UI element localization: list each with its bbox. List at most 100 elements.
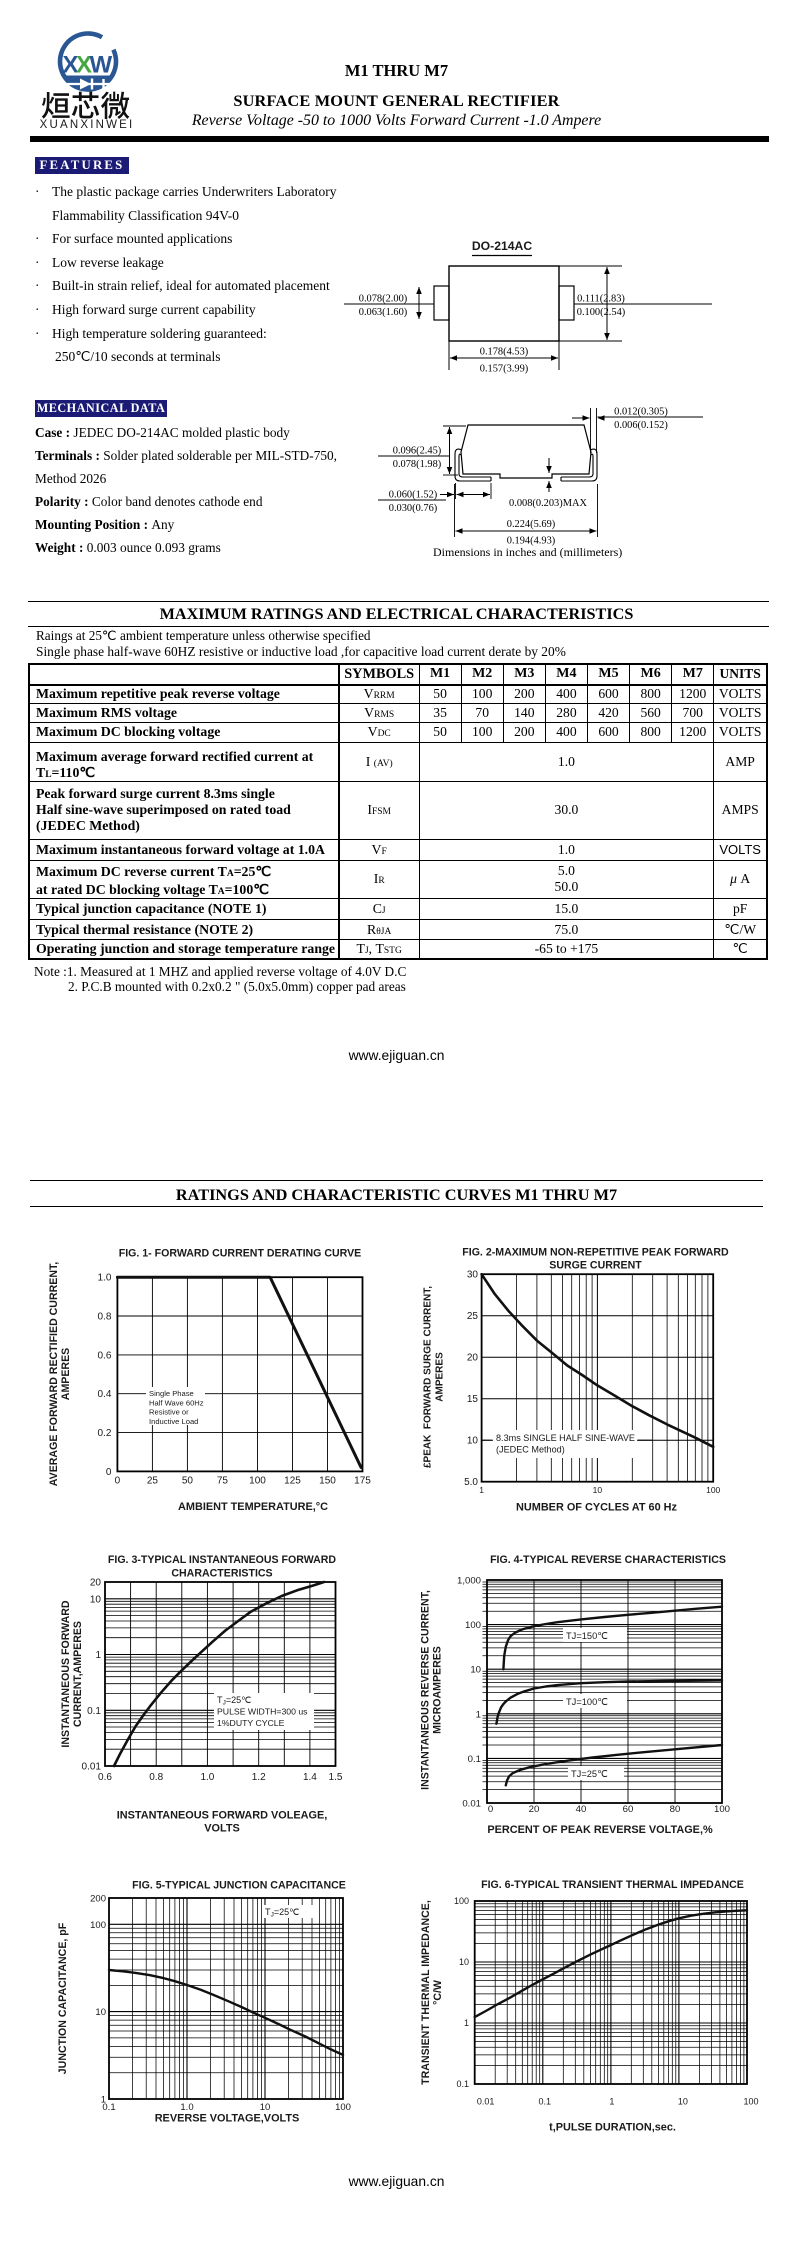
svg-text:0.178(4.53): 0.178(4.53) [480, 347, 528, 358]
svg-text:0.012(0.305): 0.012(0.305) [614, 407, 668, 418]
svg-text:100: 100 [454, 1896, 469, 1906]
svg-text:0.060(1.52): 0.060(1.52) [389, 490, 437, 501]
svg-text:0.1: 0.1 [87, 1706, 101, 1717]
svg-text:0.111(2.83): 0.111(2.83) [577, 294, 625, 305]
svg-text:FIG. 6-TYPICAL TRANSIENT THERM: FIG. 6-TYPICAL TRANSIENT THERMAL IMPEDAN… [481, 1879, 744, 1891]
svg-text:INSTANTANEOUS REVERSE CURRENT,: INSTANTANEOUS REVERSE CURRENT, [420, 1590, 432, 1790]
svg-text:JUNCTION CAPACITANCE, pF: JUNCTION CAPACITANCE, pF [57, 1922, 69, 2074]
svg-text:0.078(1.98): 0.078(1.98) [393, 459, 441, 470]
svg-text:0.100(2.54): 0.100(2.54) [577, 307, 625, 318]
svg-text:INSTANTANEOUS FORWARD: INSTANTANEOUS FORWARD [60, 1600, 72, 1747]
svg-text:CURRENT,AMPERES: CURRENT,AMPERES [72, 1621, 84, 1727]
svg-text:0.2: 0.2 [97, 1428, 111, 1439]
svg-text:20: 20 [90, 1578, 102, 1589]
svg-text:REVERSE VOLTAGE,VOLTS: REVERSE VOLTAGE,VOLTS [155, 2113, 300, 2125]
svg-text:VOLTS: VOLTS [204, 1823, 240, 1835]
svg-text:AMPERES: AMPERES [435, 1352, 446, 1402]
svg-text:TJ=100℃: TJ=100℃ [566, 1697, 608, 1707]
svg-text:1.2: 1.2 [252, 1772, 266, 1783]
svg-text:5.0: 5.0 [464, 1477, 478, 1488]
svg-text:AMBIENT TEMPERATURE,°C: AMBIENT TEMPERATURE,°C [178, 1501, 328, 1513]
svg-text:t,PULSE DURATION,sec.: t,PULSE DURATION,sec. [549, 2122, 676, 2134]
svg-text:0.01: 0.01 [82, 1762, 102, 1773]
svg-text:0.1: 0.1 [468, 1754, 481, 1765]
svg-text:0: 0 [115, 1476, 121, 1487]
svg-text:AMPERES: AMPERES [60, 1348, 72, 1400]
svg-text:W: W [90, 52, 113, 79]
svg-text:10: 10 [467, 1436, 479, 1447]
svg-text:100: 100 [335, 2102, 351, 2113]
svg-text:80: 80 [670, 1804, 681, 1815]
svg-text:10: 10 [260, 2102, 271, 2113]
svg-text:X: X [76, 52, 92, 79]
svg-text:0.078(2.00): 0.078(2.00) [359, 294, 407, 305]
svg-text:25: 25 [467, 1311, 479, 1322]
svg-text:10: 10 [593, 1485, 603, 1495]
svg-text:0.8: 0.8 [149, 1772, 163, 1783]
svg-text:Single Phase: Single Phase [149, 1389, 194, 1398]
svg-text:Inductive Load: Inductive Load [149, 1417, 198, 1426]
svg-text:£PEAK FORWARD SURGE CURRENT,: £PEAK FORWARD SURGE CURRENT, [423, 1286, 434, 1468]
svg-text:1.0: 1.0 [200, 1772, 214, 1783]
svg-text:DO-214AC: DO-214AC [472, 239, 532, 253]
svg-text:1%DUTY CYCLE: 1%DUTY CYCLE [217, 1718, 285, 1728]
svg-text:0.01: 0.01 [462, 1799, 481, 1810]
svg-text:0.01: 0.01 [477, 2097, 495, 2107]
svg-text:1: 1 [95, 1650, 101, 1661]
svg-text:25: 25 [147, 1476, 159, 1487]
svg-text:0.224(5.69): 0.224(5.69) [507, 519, 555, 530]
svg-text:1: 1 [609, 2097, 614, 2107]
svg-text:0.1: 0.1 [102, 2102, 115, 2113]
svg-text:TJ=150℃: TJ=150℃ [566, 1631, 608, 1641]
svg-text:8.3ms SINGLE HALF SINE-WAVE: 8.3ms SINGLE HALF SINE-WAVE [496, 1433, 635, 1443]
svg-text:0.008(0.203)MAX: 0.008(0.203)MAX [509, 498, 587, 509]
svg-text:0.8: 0.8 [97, 1312, 111, 1323]
svg-text:10: 10 [459, 1957, 469, 1967]
svg-text:0.194(4.93): 0.194(4.93) [507, 536, 555, 547]
svg-text:0: 0 [488, 1804, 493, 1815]
svg-text:200: 200 [90, 1894, 106, 1905]
svg-text:FIG. 2-MAXIMUM NON-REPETITIVE: FIG. 2-MAXIMUM NON-REPETITIVE PEAK FORWA… [462, 1247, 729, 1259]
svg-text:10: 10 [470, 1665, 481, 1676]
svg-text:TJ=25℃: TJ=25℃ [265, 1907, 299, 1919]
svg-text:0.6: 0.6 [97, 1350, 111, 1361]
svg-text:100: 100 [249, 1476, 266, 1487]
svg-text:MICROAMPERES: MICROAMPERES [432, 1646, 444, 1734]
svg-text:100: 100 [706, 1485, 720, 1495]
svg-text:0.030(0.76): 0.030(0.76) [389, 503, 437, 514]
svg-text:FIG. 5-TYPICAL JUNCTION CAPACI: FIG. 5-TYPICAL JUNCTION CAPACITANCE [132, 1880, 346, 1892]
svg-text:1.0: 1.0 [97, 1273, 111, 1284]
svg-text:CHARACTERISTICS: CHARACTERISTICS [171, 1568, 272, 1580]
svg-text:100: 100 [90, 1920, 106, 1931]
svg-text:20: 20 [529, 1804, 540, 1815]
svg-text:30: 30 [467, 1270, 479, 1281]
svg-text:0.063(1.60): 0.063(1.60) [359, 307, 407, 318]
svg-text:FIG. 4-TYPICAL REVERSE CHARACT: FIG. 4-TYPICAL REVERSE CHARACTERISTICS [490, 1554, 726, 1566]
svg-text:10: 10 [90, 1594, 102, 1605]
svg-text:1: 1 [101, 2095, 106, 2106]
svg-text:INSTANTANEOUS FORWARD VOLEAGE,: INSTANTANEOUS FORWARD VOLEAGE, [117, 1810, 328, 1822]
svg-text:PERCENT OF PEAK REVERSE VOLTAG: PERCENT OF PEAK REVERSE VOLTAGE,% [487, 1824, 713, 1836]
svg-text:FIG. 1- FORWARD CURRENT DERATI: FIG. 1- FORWARD CURRENT DERATING CURVE [119, 1248, 362, 1260]
svg-text:(JEDEC Method): (JEDEC Method) [496, 1445, 565, 1455]
svg-text:TJ=25℃: TJ=25℃ [571, 1769, 608, 1779]
svg-text:40: 40 [576, 1804, 587, 1815]
svg-text:100: 100 [465, 1620, 481, 1631]
svg-text:Half Wave 60Hz: Half Wave 60Hz [149, 1398, 204, 1407]
svg-text:1.0: 1.0 [180, 2102, 193, 2113]
svg-text:150: 150 [319, 1476, 336, 1487]
svg-text:1: 1 [464, 2018, 469, 2028]
svg-text:1.5: 1.5 [329, 1772, 343, 1783]
svg-text:60: 60 [623, 1804, 634, 1815]
svg-text:1: 1 [476, 1709, 481, 1720]
svg-text:50: 50 [182, 1476, 194, 1487]
svg-text:10: 10 [95, 2007, 106, 2018]
svg-text:Resistive or: Resistive or [149, 1408, 189, 1417]
svg-text:X: X [63, 52, 79, 79]
svg-text:0.4: 0.4 [97, 1389, 111, 1400]
svg-text:0.006(0.152): 0.006(0.152) [614, 420, 668, 431]
svg-text:0.6: 0.6 [98, 1772, 112, 1783]
svg-text:15: 15 [467, 1394, 479, 1405]
svg-text:FIG. 3-TYPICAL INSTANTANEOUS F: FIG. 3-TYPICAL INSTANTANEOUS FORWARD [108, 1554, 337, 1566]
svg-text:TJ=25℃: TJ=25℃ [217, 1695, 251, 1707]
